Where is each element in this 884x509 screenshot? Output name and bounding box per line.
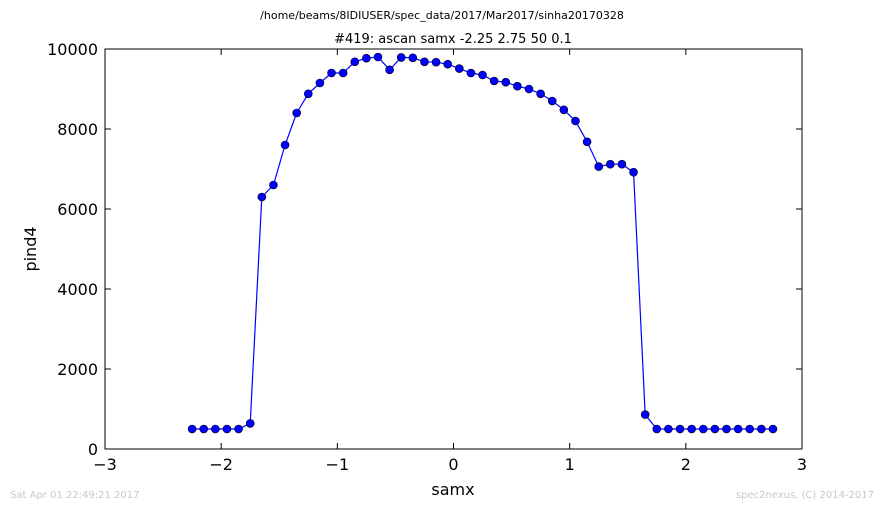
x-tick-label: −2 [209,455,233,474]
data-point [489,76,499,86]
x-tick-label: 2 [681,455,691,474]
data-point [234,424,243,434]
x-tick-label: 3 [797,455,807,474]
data-point [187,424,197,434]
timestamp-footer: Sat Apr 01 22:49:21 2017 [10,490,140,501]
y-tick-label: 0 [88,440,98,459]
x-axis: −3 −2 −1 0 1 2 3 [93,49,807,474]
data-layer [187,52,778,434]
y-tick-label: 6000 [57,200,98,219]
data-point [524,84,534,94]
data-point [640,410,650,419]
data-point [733,424,743,434]
data-point [675,424,685,434]
data-point [455,64,464,73]
data-point [582,137,592,147]
data-point [501,77,511,87]
data-point [245,419,255,428]
y-axis-label: pind4 [21,226,40,271]
data-point [211,424,220,434]
data-point [629,167,638,177]
y-tick-label: 10000 [47,40,98,59]
plot-area: −3 −2 −1 0 1 2 3 0 2000 4000 6000 8000 10000 [47,40,807,474]
data-point [408,53,418,63]
data-point [687,424,696,434]
y-tick-label: 8000 [57,120,98,139]
data-point [373,52,383,62]
series-line [192,56,773,430]
data-point [385,65,394,75]
data-point [396,53,406,62]
x-tick-label: −1 [326,455,350,474]
data-point [292,108,301,118]
x-tick-label: −3 [93,455,117,474]
data-point [420,57,429,67]
data-point [617,159,627,169]
chart-title: #419: ascan samx -2.25 2.75 50 0.1 [334,32,572,47]
data-point [431,57,441,67]
data-point [547,96,557,106]
data-point [257,192,267,202]
file-path-header: /home/beams/8IDIUSER/spec_data/2017/Mar2… [260,9,624,22]
data-point [652,424,662,434]
data-point [606,159,615,169]
data-point [362,53,371,63]
axes-frame [104,48,803,450]
data-point [478,70,487,80]
data-point [571,116,580,126]
data-point [280,140,290,150]
data-point [757,424,766,434]
data-point [698,424,708,434]
y-axis: 0 2000 4000 6000 8000 10000 [47,40,802,459]
data-point [664,424,673,434]
data-point [303,89,313,99]
data-point [768,424,778,434]
data-point [594,162,604,171]
data-point [350,57,360,67]
data-point [315,78,325,88]
y-tick-label: 4000 [57,280,98,299]
y-tick-label: 2000 [57,360,98,379]
x-tick-label: 1 [565,455,575,474]
data-point [443,59,452,69]
x-axis-label: samx [431,480,474,499]
x-tick-label: 0 [448,455,458,474]
data-point [536,89,545,99]
data-point [559,105,569,115]
data-point [745,424,755,434]
data-point [222,424,232,434]
data-point [710,424,720,434]
credit-footer: spec2nexus, (C) 2014-2017 [736,490,874,501]
data-point [327,68,336,78]
data-point [466,68,476,78]
data-point [722,424,731,434]
data-point [269,180,278,190]
data-point [338,68,348,78]
data-point [513,81,522,91]
data-point [199,424,209,434]
